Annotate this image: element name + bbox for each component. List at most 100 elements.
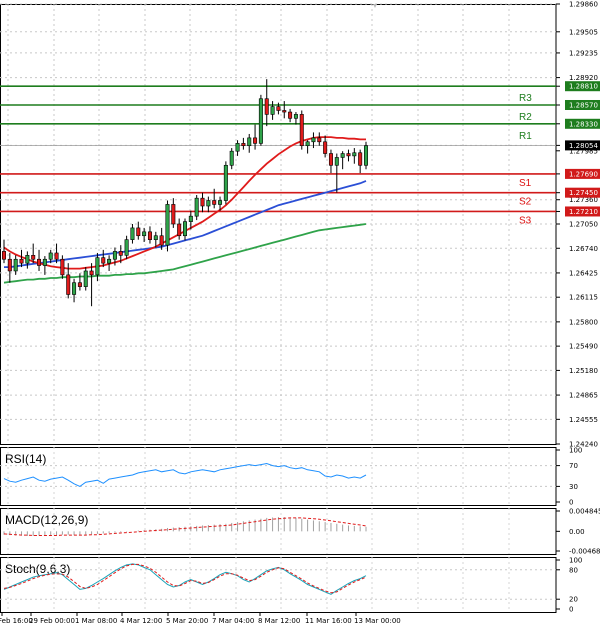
- x-tick-label: Feb 16:00: [0, 617, 33, 625]
- main-plot-frame: [0, 4, 557, 445]
- y-tick-label: 1.25490: [569, 343, 598, 351]
- candle-bearish: [101, 257, 106, 264]
- candle-bullish: [130, 227, 135, 240]
- macd-panel: 0.004845 0.00 -0.004686 MACD(12,26,9): [0, 508, 600, 556]
- y-tick-label: 1.26115: [569, 294, 598, 302]
- candle-bearish: [282, 110, 287, 113]
- y-tick-label: 1.27985: [569, 147, 598, 155]
- y-tick-label: 1.27050: [569, 221, 598, 229]
- level-price-label: 1.28330: [569, 120, 598, 128]
- y-tick-label: 1.25800: [569, 318, 598, 326]
- rsi-panel: 100 70 30 0 RSI(14): [0, 447, 582, 507]
- y-tick-label: 1.26425: [569, 269, 598, 277]
- candle-bearish: [77, 282, 82, 287]
- candle-bullish: [48, 252, 53, 260]
- x-tick-label: 29 Feb 00:00: [29, 617, 75, 625]
- rsi-panel-label: RSI(14): [5, 452, 46, 466]
- y-tick-label: 0: [569, 606, 573, 614]
- candle-bearish: [60, 258, 65, 276]
- candle-bullish: [206, 200, 211, 207]
- candle-bullish: [95, 257, 100, 276]
- candle-bullish: [235, 143, 240, 152]
- y-tick-label: 1.24240: [569, 441, 598, 449]
- candle-bearish: [177, 223, 182, 237]
- y-tick-label: 0.00: [569, 528, 585, 536]
- candle-bullish: [247, 137, 252, 147]
- candle-bullish: [194, 197, 199, 217]
- candle-bullish: [183, 221, 188, 237]
- rsi-panel-frame: [0, 447, 557, 506]
- level-name-r3: R3: [519, 93, 532, 104]
- candle-bullish: [340, 153, 345, 158]
- y-tick-label: 0.004845: [569, 508, 600, 516]
- x-tick-label: 1 Mar 08:00: [75, 617, 117, 625]
- y-tick-label: 20: [569, 596, 578, 604]
- level-price-label: 1.28810: [569, 83, 598, 91]
- stoch-panel-frame: [0, 557, 557, 613]
- candle-bullish: [311, 137, 316, 143]
- current-price-label: 1.28054: [569, 142, 598, 150]
- level-name-r2: R2: [519, 112, 532, 123]
- y-tick-label: 1.26740: [569, 245, 598, 253]
- candle-bullish: [305, 141, 310, 147]
- candle-bullish: [334, 157, 339, 166]
- candle-bullish: [165, 204, 170, 246]
- candle-bearish: [328, 153, 333, 166]
- y-tick-label: 1.25180: [569, 367, 598, 375]
- level-name-r1: R1: [519, 131, 532, 142]
- level-price-label: 1.27450: [569, 189, 598, 197]
- candle-bearish: [276, 106, 281, 111]
- candle-bearish: [171, 204, 176, 225]
- candle-bearish: [89, 270, 94, 276]
- stoch-d-line: [3, 563, 367, 594]
- candle-bullish: [258, 98, 263, 144]
- stoch-panel-label: Stoch(9,6,3): [5, 562, 70, 576]
- x-tick-label: 5 Mar 20:00: [166, 617, 208, 625]
- current-price-tag: [565, 140, 600, 151]
- candle-bullish: [42, 258, 47, 266]
- y-tick-label: 1.28920: [569, 74, 598, 82]
- level-name-s3: S3: [519, 215, 532, 226]
- y-tick-label: 70: [569, 462, 578, 470]
- macd-panel-label: MACD(12,26,9): [5, 513, 88, 527]
- candle-bearish: [19, 258, 24, 264]
- candle-bearish: [253, 137, 258, 144]
- candle-bullish: [229, 150, 234, 166]
- candle-bearish: [200, 197, 205, 207]
- candle-bearish: [288, 111, 293, 119]
- y-tick-label: 30: [569, 483, 578, 491]
- moving-average-green: [3, 223, 367, 284]
- y-tick-label: 1.27360: [569, 196, 598, 204]
- macd-signal-line: [3, 517, 367, 536]
- candle-bullish: [107, 258, 112, 264]
- candle-bearish: [299, 114, 304, 147]
- candle-bullish: [153, 235, 158, 240]
- candle-bearish: [118, 251, 123, 256]
- y-tick-label: 1.29860: [569, 1, 598, 9]
- candle-bullish: [83, 270, 88, 287]
- candle-bearish: [7, 258, 12, 272]
- candle-bearish: [66, 274, 71, 295]
- y-tick-label: 80: [569, 566, 578, 574]
- candle-bullish: [188, 215, 193, 222]
- candle-bearish: [264, 98, 269, 115]
- level-price-tag: [565, 118, 600, 129]
- y-tick-label: 100: [569, 447, 582, 455]
- candle-bearish: [323, 141, 328, 154]
- candle-bullish: [72, 282, 77, 295]
- candle-bearish: [136, 227, 141, 237]
- candle-bearish: [212, 200, 217, 205]
- y-tick-label: 0: [569, 499, 573, 507]
- candle-bullish: [270, 106, 275, 115]
- candle-bullish: [293, 114, 298, 119]
- candle-bullish: [13, 258, 18, 272]
- candle-bearish: [317, 137, 322, 143]
- candle-bullish: [112, 251, 117, 260]
- candle-bearish: [31, 255, 36, 260]
- x-tick-label: 7 Mar 04:00: [212, 617, 254, 625]
- rsi-line: [3, 462, 367, 487]
- level-price-tag: [565, 99, 600, 110]
